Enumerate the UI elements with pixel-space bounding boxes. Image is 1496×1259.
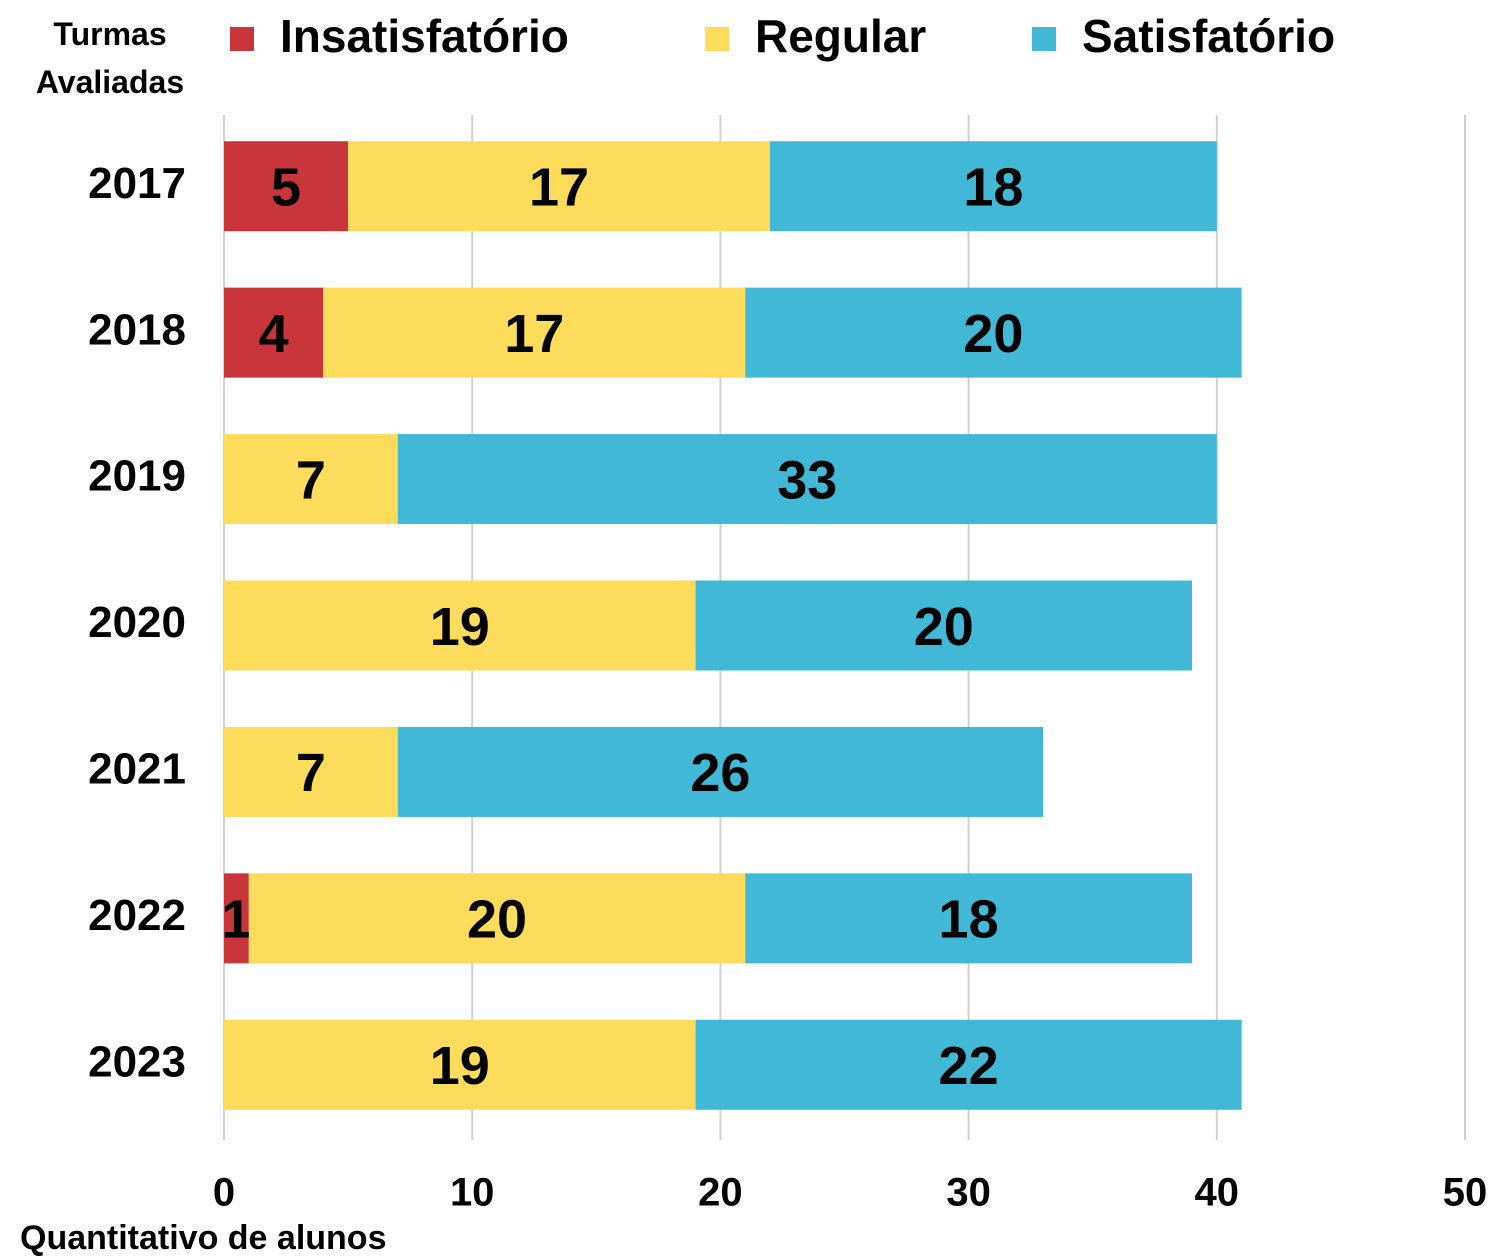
bar-segment bbox=[695, 1019, 1242, 1110]
x-tick-label: 10 bbox=[450, 1171, 495, 1215]
legend-label: Regular bbox=[755, 10, 926, 62]
y-tick-label: 2018 bbox=[88, 305, 186, 354]
x-tick-label: 40 bbox=[1195, 1171, 1240, 1215]
data-label: 20 bbox=[467, 890, 527, 950]
bar-segment bbox=[224, 726, 398, 817]
data-label: 17 bbox=[529, 157, 589, 217]
x-tick-label: 0 bbox=[213, 1171, 235, 1215]
data-label: 7 bbox=[296, 743, 326, 803]
y-tick-label: 2022 bbox=[88, 891, 186, 940]
x-axis-title: Quantitativo de alunos bbox=[20, 1219, 386, 1257]
y-tick-label: 2019 bbox=[88, 452, 186, 501]
bar-segment bbox=[224, 434, 398, 525]
y-tick-label: 2020 bbox=[88, 598, 186, 647]
bar-segment bbox=[248, 873, 746, 964]
data-label: 7 bbox=[296, 450, 326, 510]
data-label: 19 bbox=[430, 597, 490, 657]
x-tick-label: 50 bbox=[1443, 1171, 1488, 1215]
x-tick-label: 30 bbox=[946, 1171, 991, 1215]
bar-segment bbox=[224, 1019, 696, 1110]
bar-segment bbox=[224, 141, 349, 232]
bar-segment bbox=[745, 287, 1242, 378]
data-label: 19 bbox=[430, 1036, 490, 1096]
data-label: 1 bbox=[221, 890, 251, 950]
y-axis-title: Turmas Avaliadas bbox=[35, 16, 185, 100]
data-label: 33 bbox=[777, 450, 837, 510]
bar-segment bbox=[224, 580, 696, 671]
bar-segment bbox=[770, 141, 1217, 232]
bar-segment bbox=[323, 287, 746, 378]
legend-label: Insatisfatório bbox=[280, 10, 569, 62]
bar-segment bbox=[745, 873, 1192, 964]
y-tick-label: 2017 bbox=[88, 159, 186, 208]
data-label: 26 bbox=[690, 743, 750, 803]
bar-segment bbox=[348, 141, 771, 232]
data-label: 17 bbox=[504, 304, 564, 364]
y-tick-label: 2021 bbox=[88, 745, 186, 794]
bar-segment bbox=[695, 580, 1192, 671]
legend-swatch bbox=[230, 27, 254, 51]
data-label: 20 bbox=[914, 597, 974, 657]
bar-segment bbox=[224, 287, 324, 378]
data-label: 18 bbox=[939, 890, 999, 950]
bar-segment bbox=[224, 873, 249, 964]
data-label: 22 bbox=[939, 1036, 999, 1096]
data-label: 4 bbox=[259, 304, 289, 364]
y-tick-label: 2023 bbox=[88, 1037, 186, 1086]
data-label: 20 bbox=[963, 304, 1023, 364]
data-label: 18 bbox=[963, 157, 1023, 217]
data-label: 5 bbox=[271, 157, 301, 217]
bar-segment bbox=[397, 726, 1044, 817]
x-tick-label: 20 bbox=[698, 1171, 743, 1215]
bar-segment bbox=[397, 434, 1217, 525]
legend-label: Satisfatório bbox=[1082, 10, 1335, 62]
legend-swatch bbox=[1032, 27, 1056, 51]
legend-swatch bbox=[705, 27, 729, 51]
